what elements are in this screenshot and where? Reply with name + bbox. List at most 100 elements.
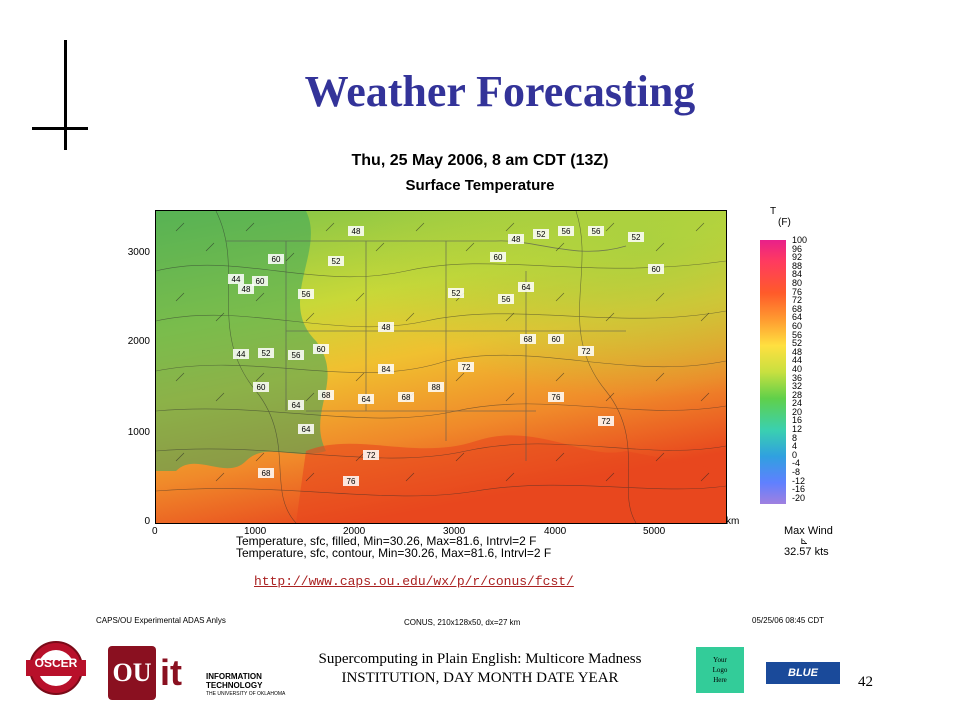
station-label: 52 (452, 289, 461, 298)
legend-title-unit: (F) (778, 217, 791, 228)
logo-placeholder-line1: Your (713, 656, 727, 664)
station-label-bg (533, 229, 549, 239)
station-label: 56 (302, 290, 311, 299)
figure-footer-left: CAPS/OU Experimental ADAS Anlys (96, 616, 226, 625)
info-line-contour: Temperature, sfc, contour, Min=30.26, Ma… (236, 546, 552, 560)
legend-tick: 16 (792, 415, 803, 426)
station-label-bg (398, 392, 414, 402)
page-number: 42 (858, 674, 873, 690)
station-label-bg (378, 364, 394, 374)
station-label-bg (428, 382, 444, 392)
legend-tick: 4 (792, 441, 798, 452)
legend-tick: 84 (792, 269, 803, 280)
station-label: 76 (552, 393, 561, 402)
station-label-bg (228, 274, 244, 284)
station-label-bg (363, 450, 379, 460)
station-label-bg (268, 254, 284, 264)
station-label: 60 (317, 345, 326, 354)
y-tick-2000: 2000 (127, 336, 150, 347)
station-label-bg (458, 362, 474, 372)
figure-heading-variable: Surface Temperature (405, 177, 555, 194)
station-label: 52 (332, 257, 341, 266)
station-label: 64 (362, 395, 371, 404)
legend-tick: -20 (792, 492, 806, 503)
legend-tick: 52 (792, 338, 803, 349)
x-tick-1000: 1000 (244, 526, 267, 537)
station-label-bg (288, 350, 304, 360)
station-label: 56 (292, 351, 301, 360)
logo-placeholder-line3: Here (713, 676, 727, 684)
station-label: 60 (256, 277, 265, 286)
station-label-bg (598, 416, 614, 426)
legend-tick: 88 (792, 260, 803, 271)
station-label: 44 (237, 350, 246, 359)
legend-tick: -12 (792, 475, 806, 486)
legend-tick: 32 (792, 381, 803, 392)
y-tick-1000: 1000 (127, 427, 150, 438)
station-label-bg (328, 256, 344, 266)
it-logo-text: INFORMATION TECHNOLOGY THE UNIVERSITY OF… (206, 672, 285, 699)
station-label-bg (358, 394, 374, 404)
figure-heading-date: Thu, 25 May 2006, 8 am CDT (13Z) (351, 152, 609, 169)
x-tick-2000: 2000 (343, 526, 366, 537)
decorative-horizontal-line (32, 127, 88, 130)
info-line-filled: Temperature, sfc, filled, Min=30.26, Max… (236, 534, 537, 548)
station-label-bg (378, 322, 394, 332)
legend-tick: -8 (792, 467, 801, 478)
station-label: 84 (382, 365, 391, 374)
source-link[interactable]: http://www.caps.ou.edu/wx/p/r/conus/fcst… (254, 574, 574, 589)
legend-tick: 64 (792, 312, 803, 323)
station-label-bg (448, 288, 464, 298)
x-tick-5000: 5000 (643, 526, 666, 537)
station-label: 56 (592, 227, 601, 236)
station-label: 60 (257, 383, 266, 392)
station-label-bg (548, 334, 564, 344)
legend-tick: 48 (792, 346, 803, 357)
station-label-bg (578, 346, 594, 356)
it-logo-line3: THE UNIVERSITY OF OKLAHOMA (206, 691, 286, 697)
legend-tick: -16 (792, 484, 806, 495)
legend-tick: 96 (792, 243, 803, 254)
legend-tick: -4 (792, 458, 801, 469)
station-label-bg (288, 400, 304, 410)
station-label: 68 (262, 469, 271, 478)
legend-title-symbol: T (770, 206, 777, 217)
it-logo: it (160, 652, 182, 693)
station-label: 60 (272, 255, 281, 264)
station-label: 44 (232, 275, 241, 284)
legend-tick: 24 (792, 398, 803, 409)
slide-title: Weather Forecasting (304, 67, 696, 116)
station-label: 72 (582, 347, 591, 356)
station-label-bg (548, 392, 564, 402)
logo-placeholder-line2: Logo (712, 666, 728, 674)
station-label: 68 (322, 391, 331, 400)
legend-tick: 44 (792, 355, 803, 366)
legend-tick: 0 (792, 449, 798, 460)
station-label-bg (343, 476, 359, 486)
legend-tick: 12 (792, 424, 803, 435)
ou-logo: OU (108, 646, 156, 700)
station-label: 76 (347, 477, 356, 486)
max-wind-label: Max Wind (784, 525, 833, 537)
decorative-vertical-line (64, 40, 67, 150)
station-label-bg (298, 289, 314, 299)
oscer-logo (14, 640, 98, 696)
station-label-bg (313, 344, 329, 354)
x-tick-3000: 3000 (443, 526, 466, 537)
station-label: 52 (537, 230, 546, 239)
station-label: 72 (462, 363, 471, 372)
station-label: 52 (262, 349, 271, 358)
x-tick-0: 0 (152, 526, 158, 537)
station-label-bg (258, 348, 274, 358)
legend-tick: 80 (792, 277, 803, 288)
station-label: 48 (382, 323, 391, 332)
station-label-bg (628, 232, 644, 242)
station-label: 72 (602, 417, 611, 426)
station-label-bg (508, 234, 524, 244)
station-label-bg (348, 226, 364, 236)
station-label: 56 (562, 227, 571, 236)
logo-placeholder: Your Logo Here (696, 647, 744, 693)
station-label-bg (518, 282, 534, 292)
station-label-bg (233, 349, 249, 359)
